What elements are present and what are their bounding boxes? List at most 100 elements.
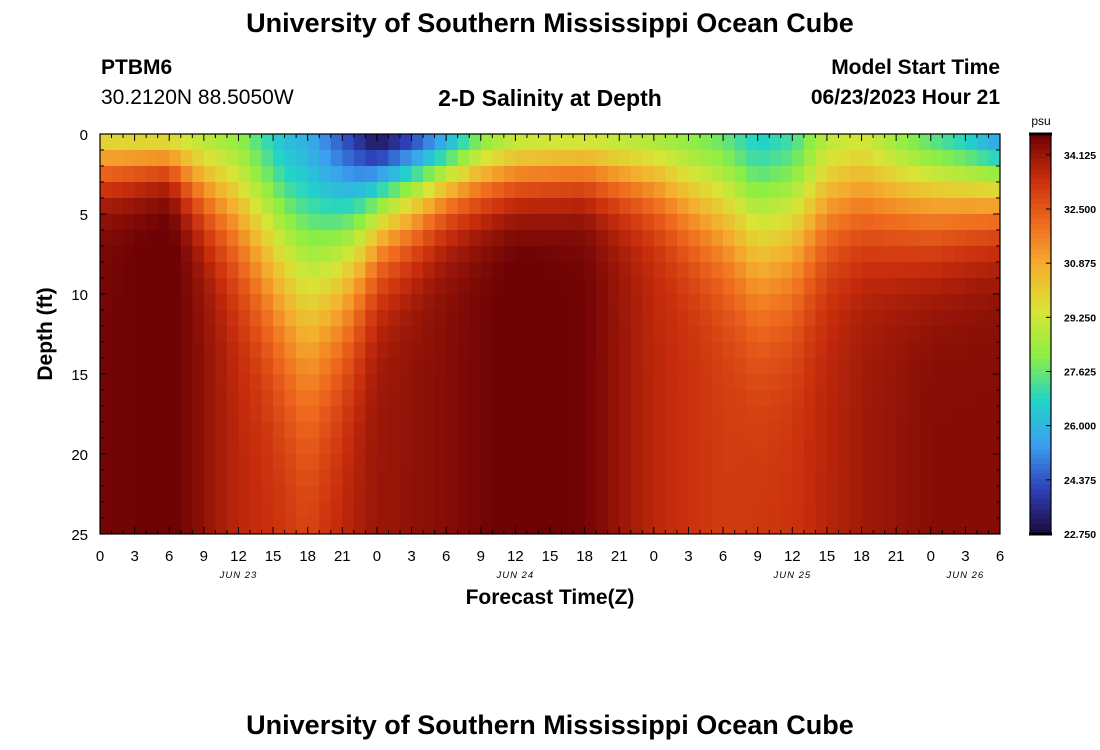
heat-cell [630,438,643,455]
heat-cell [550,358,563,375]
heat-cell [746,518,759,534]
heat-cell [342,486,355,503]
heat-cell [803,454,816,471]
heat-cell [550,150,563,167]
heat-cell [619,214,632,231]
heat-cell [746,182,759,199]
heat-cell [215,454,228,471]
heat-cell [411,342,424,359]
heat-cell [503,390,516,407]
heat-cell [976,454,990,471]
heat-cell [330,198,343,215]
colorbar-tick-label: 32.500 [1064,204,1096,216]
heat-cell [815,310,828,327]
heat-cell [596,198,609,215]
heat-cell [953,262,966,279]
heat-cell [261,262,274,279]
heat-cell [226,262,240,279]
heat-cell [330,470,343,487]
heat-cell [746,470,759,487]
x-tick-label: 9 [200,548,208,565]
heat-cell [792,310,805,327]
heat-cell [584,438,597,455]
heat-cell [561,278,574,295]
heat-cell [526,454,540,471]
heat-cell [953,486,966,503]
heat-cell [942,166,955,183]
heat-cell [457,438,470,455]
heat-cell [180,454,193,471]
heat-cell [330,326,343,343]
heat-cell [446,502,459,519]
heat-cell [434,278,447,295]
heat-cell [157,326,170,343]
heat-cell [919,294,932,311]
heat-cell [803,230,816,247]
heat-cell [896,326,909,343]
heat-cell [861,134,874,151]
heat-cell [330,406,343,423]
heat-cell [353,262,366,279]
heat-cell [907,518,920,534]
heat-cell [457,390,470,407]
heat-cell [296,518,309,534]
heat-cell [884,294,897,311]
heat-cell [965,230,978,247]
heat-cell [503,134,516,151]
heat-cell [584,198,597,215]
heat-cell [746,342,759,359]
heat-cell [896,358,909,375]
heat-cell [780,278,793,295]
heat-cell [700,230,713,247]
heat-cell [607,262,620,279]
colorbar-tick-label: 22.750 [1064,529,1096,541]
heat-cell [146,374,159,391]
heat-cell [330,422,343,439]
heat-cell [134,470,147,487]
heat-cell [642,470,655,487]
heat-cell [953,406,966,423]
x-tick-label: 12 [784,548,801,565]
colorbar-band [1030,364,1051,370]
colorbar-band [1030,144,1051,150]
heat-cell [688,374,701,391]
heat-cell [630,198,643,215]
heat-cell [157,454,170,471]
heat-cell [100,278,113,295]
heat-cell [884,310,897,327]
x-tick-label: 0 [650,548,658,565]
heat-cell [226,422,240,439]
heat-cell [769,198,782,215]
heat-cell [273,518,286,534]
heat-cell [976,502,990,519]
heat-cell [365,262,378,279]
heat-cell [411,214,424,231]
heat-cell [111,326,124,343]
heat-cell [215,422,228,439]
x-tick-label: 18 [853,548,870,565]
heat-cell [284,166,297,183]
date-label: JUN 23 [219,570,258,581]
heat-cell [665,342,678,359]
heat-cell [526,390,540,407]
heat-cell [803,486,816,503]
heat-cell [296,390,309,407]
heat-cell [838,358,851,375]
heat-cell [261,454,274,471]
heat-cell [965,278,978,295]
heat-cell [665,390,678,407]
heat-cell [400,470,413,487]
heat-cell [884,470,897,487]
heat-cell [319,518,332,534]
heat-cell [238,518,251,534]
heat-cell [873,470,886,487]
heat-cell [907,390,920,407]
heat-cell [965,438,978,455]
heat-cell [838,342,851,359]
heat-cell [423,454,436,471]
heat-cell [492,518,505,534]
heat-cell [169,342,182,359]
colorbar-band [1030,299,1051,305]
heat-cell [746,214,759,231]
heat-cell [630,134,643,151]
